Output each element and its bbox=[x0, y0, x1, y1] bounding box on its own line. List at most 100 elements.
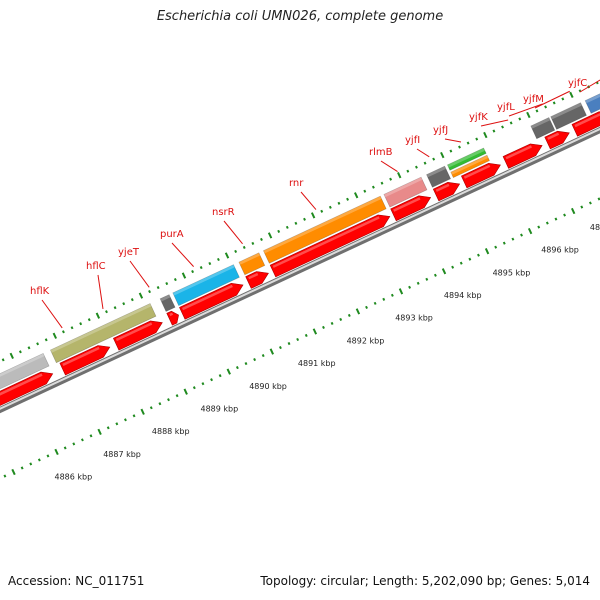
inner-minor-tick bbox=[347, 313, 351, 317]
feature-box-sheen bbox=[50, 303, 152, 353]
gene-label-yjfm: yjfM bbox=[523, 94, 544, 105]
outer-minor-tick bbox=[130, 298, 134, 302]
cds-arrow-highlight bbox=[547, 132, 560, 140]
leader-line bbox=[41, 299, 63, 329]
outer-minor-tick bbox=[62, 330, 65, 334]
feature-box-sheen bbox=[550, 102, 582, 120]
outer-minor-tick bbox=[328, 205, 332, 209]
feature-box-sheen bbox=[238, 252, 261, 265]
inner-minor-tick bbox=[132, 414, 136, 418]
cds-arrow bbox=[269, 214, 391, 278]
feature-box-sheen bbox=[447, 148, 485, 168]
inner-minor-tick bbox=[545, 221, 549, 225]
inner-major-tick bbox=[398, 288, 404, 295]
inner-minor-tick bbox=[37, 458, 41, 462]
inner-minor-tick bbox=[451, 265, 455, 269]
outer-major-tick bbox=[267, 232, 273, 239]
feature-box-sheen bbox=[172, 264, 235, 296]
inner-minor-tick bbox=[416, 281, 420, 285]
inner-minor-tick bbox=[46, 454, 50, 458]
outer-minor-tick bbox=[303, 217, 306, 221]
cds-arrow-highlight bbox=[115, 322, 153, 342]
kbp-label: 4888 kbp bbox=[152, 427, 190, 436]
inner-major-tick bbox=[355, 308, 361, 315]
inner-minor-tick bbox=[588, 201, 592, 205]
inner-minor-tick bbox=[554, 217, 558, 221]
outer-minor-tick bbox=[79, 322, 83, 326]
inner-minor-tick bbox=[167, 398, 170, 402]
outer-major-tick bbox=[397, 172, 402, 179]
cds-arrow-highlight bbox=[574, 113, 600, 128]
feature-box-sheen bbox=[426, 166, 446, 178]
cds-arrow bbox=[59, 345, 111, 376]
inner-minor-tick bbox=[339, 317, 343, 321]
accession-label: Accession: NC_011751 bbox=[8, 574, 145, 588]
inner-minor-tick bbox=[124, 418, 127, 422]
genome-backbone bbox=[0, 126, 600, 414]
cds-arrow-highlight bbox=[248, 272, 259, 280]
leader-line bbox=[97, 274, 104, 309]
feature-box-sheen bbox=[450, 155, 489, 175]
outer-minor-tick bbox=[216, 257, 220, 262]
outer-minor-tick bbox=[199, 265, 203, 270]
outer-minor-tick bbox=[105, 310, 108, 314]
inner-major-tick bbox=[54, 448, 59, 456]
kbp-label: 4891 kbp bbox=[298, 359, 336, 368]
cds-arrow-highlight bbox=[463, 164, 491, 179]
outer-minor-tick bbox=[27, 346, 31, 350]
inner-minor-tick bbox=[89, 434, 93, 438]
inner-minor-tick bbox=[459, 261, 463, 265]
inner-major-tick bbox=[97, 428, 102, 435]
outer-major-tick bbox=[483, 131, 488, 139]
outer-minor-tick bbox=[337, 201, 341, 205]
outer-minor-tick bbox=[18, 350, 22, 354]
outer-minor-tick bbox=[544, 105, 548, 109]
inner-major-tick bbox=[527, 227, 533, 235]
inner-major-tick bbox=[441, 268, 447, 275]
inner-minor-tick bbox=[502, 241, 506, 245]
kbp-label: 4893 kbp bbox=[395, 314, 433, 323]
inner-minor-tick bbox=[287, 341, 291, 346]
kbp-labels: 4886 kbp 4887 kbp 4888 kbp 4889 kbp 4890 kbp… bbox=[55, 223, 600, 482]
outer-minor-tick bbox=[458, 145, 461, 149]
outer-minor-tick bbox=[191, 269, 195, 274]
outer-major-tick bbox=[310, 212, 316, 219]
inner-minor-tick bbox=[425, 277, 429, 281]
outer-minor-tick bbox=[1, 358, 5, 362]
leader-line bbox=[444, 138, 462, 143]
leader-line bbox=[416, 148, 430, 158]
outer-minor-tick bbox=[346, 197, 349, 201]
feature-track bbox=[0, 93, 600, 390]
feature-box bbox=[50, 303, 157, 364]
kbp-label: 4895 kbp bbox=[493, 268, 531, 277]
inner-major-tick bbox=[570, 207, 576, 215]
feature-box-sheen bbox=[530, 117, 551, 129]
inner-minor-tick bbox=[365, 305, 368, 309]
outer-minor-tick bbox=[518, 117, 522, 121]
inner-minor-tick bbox=[210, 378, 213, 382]
inner-minor-tick bbox=[72, 442, 76, 446]
inner-major-tick bbox=[269, 348, 274, 355]
outer-tick-ring bbox=[1, 81, 599, 362]
inner-minor-tick bbox=[330, 321, 334, 325]
feature-box-sheen bbox=[383, 177, 423, 198]
outer-minor-tick bbox=[173, 278, 177, 282]
gene-label-leaders bbox=[41, 79, 600, 329]
inner-minor-tick bbox=[80, 438, 84, 442]
inner-minor-tick bbox=[244, 362, 248, 366]
feature-box bbox=[383, 176, 428, 208]
inner-minor-tick bbox=[563, 213, 566, 217]
inner-major-tick bbox=[484, 248, 490, 255]
gene-label-yjfj: yjfJ bbox=[433, 125, 448, 136]
inner-minor-tick bbox=[468, 257, 472, 261]
outer-minor-tick bbox=[535, 109, 539, 113]
kbp-label: 4890 kbp bbox=[249, 382, 287, 391]
outer-minor-tick bbox=[148, 290, 151, 294]
cds-arrow-highlight bbox=[435, 183, 450, 192]
leader-line bbox=[223, 220, 243, 245]
outer-minor-tick bbox=[234, 249, 238, 254]
gene-label-hflk: hflK bbox=[30, 286, 50, 297]
feature-box bbox=[263, 195, 387, 264]
inner-minor-tick bbox=[149, 406, 153, 410]
feature-box-sheen bbox=[263, 196, 382, 254]
